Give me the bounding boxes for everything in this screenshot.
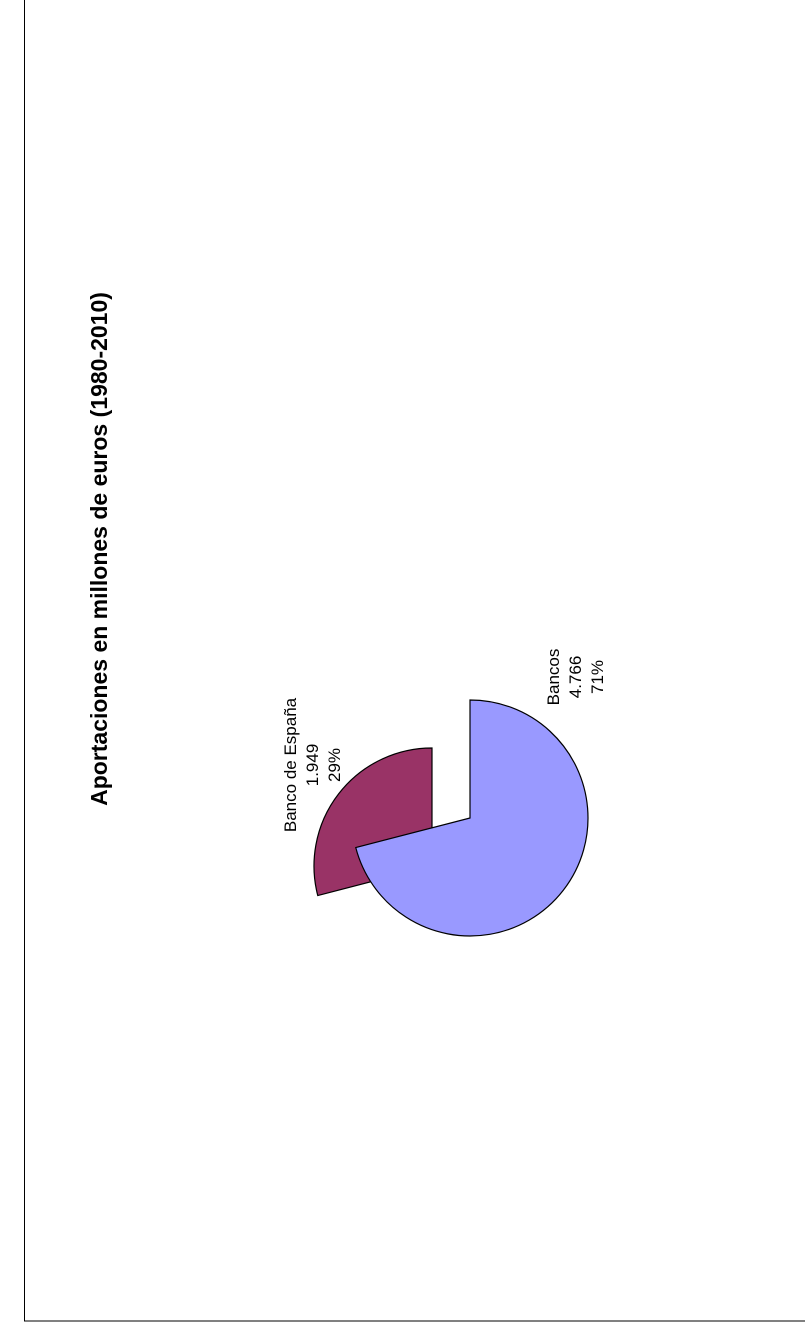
data-label-banco-de-espana: Banco de España 1.949 29% (281, 697, 344, 832)
label-name: Bancos (544, 649, 563, 706)
label-value: 1.949 (303, 744, 322, 787)
chart-title: Aportaciones en millones de euros (1980-… (86, 292, 112, 806)
data-label-bancos: Bancos 4.766 71% (544, 649, 607, 706)
label-name: Banco de España (281, 697, 300, 832)
pie (313, 699, 589, 937)
chart-border (24, 0, 805, 1322)
slice-bancos (355, 699, 589, 937)
label-value: 4.766 (566, 656, 585, 699)
label-percent: 71% (588, 660, 607, 694)
label-percent: 29% (325, 748, 344, 782)
